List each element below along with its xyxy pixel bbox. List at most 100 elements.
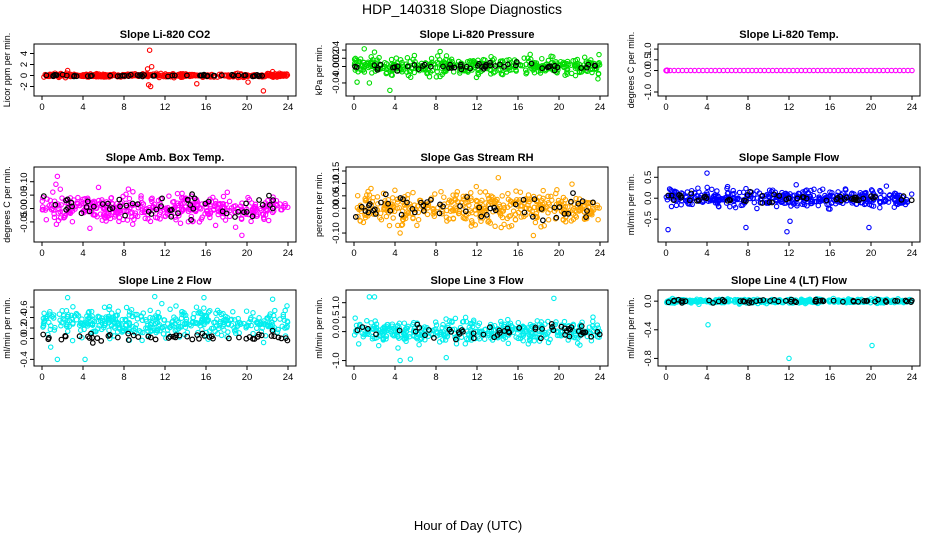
data-point-black [270,197,277,204]
x-tick-label: 4 [80,372,85,383]
data-point [432,191,438,197]
data-point-black [456,331,463,337]
data-point [414,222,420,229]
data-point [259,211,266,217]
data-point [237,203,244,209]
data-point [596,334,602,340]
data-point-black [823,197,830,204]
data-point-black [748,299,755,306]
data-point-black [590,199,596,206]
data-point-black [183,72,190,79]
data-point-black [467,65,474,72]
data-point [114,312,120,319]
data-point [546,201,552,207]
data-points [663,67,915,74]
y-axis-label: degrees C per min. [2,166,12,243]
outlier-point [82,356,88,363]
data-point [108,317,115,324]
x-tick-label: 12 [472,372,483,383]
data-point [547,207,553,213]
data-point [560,210,566,216]
data-point [572,72,579,79]
data-point [41,310,47,317]
data-point [232,224,239,230]
data-point [521,55,527,61]
data-point-black [665,299,672,306]
figure-x-axis-label: Hour of Day (UTC) [414,518,522,533]
data-point-black [861,298,868,304]
data-point-black [366,202,372,209]
data-point [399,62,406,68]
data-point [195,310,202,316]
data-point [395,345,401,351]
data-point-black [89,334,96,341]
data-point-black [513,62,519,69]
data-point [529,331,536,337]
data-point [498,71,505,77]
data-point [223,316,230,323]
data-point [129,313,136,320]
data-point-black [89,340,96,346]
data-point [802,188,809,194]
data-point [437,48,443,55]
data-point-black [70,73,77,80]
data-point [533,211,540,217]
data-point-black [385,200,392,207]
data-point-black [701,194,707,201]
data-point-black [240,209,247,216]
data-point [389,195,396,201]
data-point-black [565,210,572,217]
data-point [793,182,799,188]
data-point [213,310,219,317]
data-point [808,187,814,194]
data-point-black [122,212,128,219]
y-tick-label: 1.0 [331,296,342,309]
data-point [368,185,374,192]
data-points [663,170,915,235]
data-point-black [354,327,361,334]
panel-grid: Slope Li-820 CO2 Licor ppm per min. 0 4 8 12 1… [2,29,921,383]
data-point-black [505,328,512,335]
data-point [64,328,71,335]
x-tick-label: 12 [472,102,483,113]
data-point-black [225,335,232,342]
data-point-black [540,217,546,224]
data-point-black [480,331,487,338]
data-point-black [175,210,181,217]
data-point [259,325,265,331]
data-point [126,309,133,315]
data-point [197,206,204,212]
data-point [264,207,270,213]
data-point-black [249,213,256,220]
data-point [104,213,111,220]
data-point-black [487,324,493,331]
data-point [545,57,552,64]
outlier-point [54,173,61,180]
data-point [179,308,185,315]
data-point [399,221,406,228]
data-point-black [721,298,728,305]
data-point [491,331,497,337]
data-point [84,321,91,327]
data-point [545,339,552,346]
x-tick-label: 8 [121,102,126,113]
y-tick-label: 0.5 [643,171,654,184]
data-point [704,184,710,191]
data-point [687,201,693,207]
data-point [49,205,56,212]
y-tick-label: 0.10 [331,174,342,193]
data-point-black [675,296,682,303]
data-point [433,74,440,80]
data-point [366,192,373,198]
data-point-black [528,60,535,67]
x-tick-label: 24 [283,248,294,259]
data-point-black [584,208,590,214]
data-point-black [159,195,166,202]
data-point [216,309,223,316]
data-point-black [870,195,876,201]
data-point [736,189,743,196]
data-point [692,190,698,197]
y-tick-label: 0.5 [643,53,654,66]
data-point [454,189,461,195]
data-point-black [837,193,844,200]
